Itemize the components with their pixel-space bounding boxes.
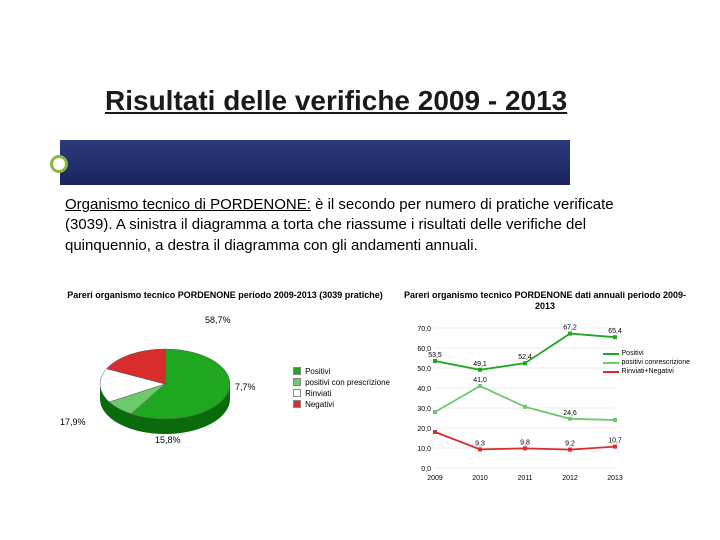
svg-text:0,0: 0,0 xyxy=(421,466,431,473)
svg-text:10,7: 10,7 xyxy=(608,437,622,444)
svg-text:2012: 2012 xyxy=(562,475,578,482)
line-title: Pareri organismo tecnico PORDENONE dati … xyxy=(400,290,690,312)
pie-wrap: 58,7% 7,7% 15,8% 17,9% Positivi positivi con… xyxy=(60,307,390,477)
pie-chart-panel: Pareri organismo tecnico PORDENONE perio… xyxy=(60,290,390,525)
svg-text:2009: 2009 xyxy=(427,475,443,482)
line-legend-item: Positivi xyxy=(603,350,690,357)
svg-text:24,6: 24,6 xyxy=(563,409,577,416)
line-legend: Positivi positivi con­rescrizione Rinviati… xyxy=(603,350,690,377)
charts-container: Pareri organismo tecnico PORDENONE perio… xyxy=(60,290,690,525)
svg-text:9,3: 9,3 xyxy=(475,440,485,447)
pie-slice-label: 7,7% xyxy=(235,382,256,392)
svg-text:65,4: 65,4 xyxy=(608,328,622,335)
svg-text:9,8: 9,8 xyxy=(520,439,530,446)
page-title: Risultati delle verifiche 2009 - 2013 xyxy=(105,85,567,117)
svg-text:2013: 2013 xyxy=(607,475,623,482)
svg-text:52,4: 52,4 xyxy=(518,354,532,361)
pie-slice-label: 17,9% xyxy=(60,417,86,427)
svg-text:41,0: 41,0 xyxy=(473,377,487,384)
line-chart: 0,010,020,030,040,050,060,070,0200920102… xyxy=(400,318,690,488)
svg-text:2011: 2011 xyxy=(517,475,532,482)
svg-text:2010: 2010 xyxy=(472,475,488,482)
pie-legend-item: Rinviati xyxy=(293,389,390,398)
pie-legend-item: positivi con prescrizione xyxy=(293,378,390,387)
pie-legend: Positivi positivi con prescrizione Rinviat… xyxy=(293,367,390,411)
svg-text:49,1: 49,1 xyxy=(473,360,487,367)
pie-legend-item: Negativi xyxy=(293,400,390,409)
svg-text:50,0: 50,0 xyxy=(417,366,431,373)
pie-slice-label: 15,8% xyxy=(155,435,181,445)
pie-legend-item: Positivi xyxy=(293,367,390,376)
svg-text:10,0: 10,0 xyxy=(417,446,431,453)
svg-text:67,2: 67,2 xyxy=(563,324,577,331)
svg-text:40,0: 40,0 xyxy=(417,386,431,393)
svg-text:70,0: 70,0 xyxy=(417,326,431,333)
svg-text:53,5: 53,5 xyxy=(428,352,442,359)
line-legend-item: positivi con­rescrizione xyxy=(603,359,690,366)
desc-underline: Organismo tecnico di PORDENONE: xyxy=(65,196,311,213)
bullet-icon xyxy=(50,155,68,173)
header-bar xyxy=(60,140,570,185)
description-text: Organismo tecnico di PORDENONE: è il sec… xyxy=(65,195,665,256)
pie-slice-label: 58,7% xyxy=(205,315,231,325)
line-legend-item: Rinviati+Negativi xyxy=(603,368,690,375)
line-chart-panel: Pareri organismo tecnico PORDENONE dati … xyxy=(400,290,690,525)
svg-text:30,0: 30,0 xyxy=(417,406,431,413)
svg-text:20,0: 20,0 xyxy=(417,426,431,433)
pie-title: Pareri organismo tecnico PORDENONE perio… xyxy=(60,290,390,301)
svg-text:9,2: 9,2 xyxy=(565,440,575,447)
